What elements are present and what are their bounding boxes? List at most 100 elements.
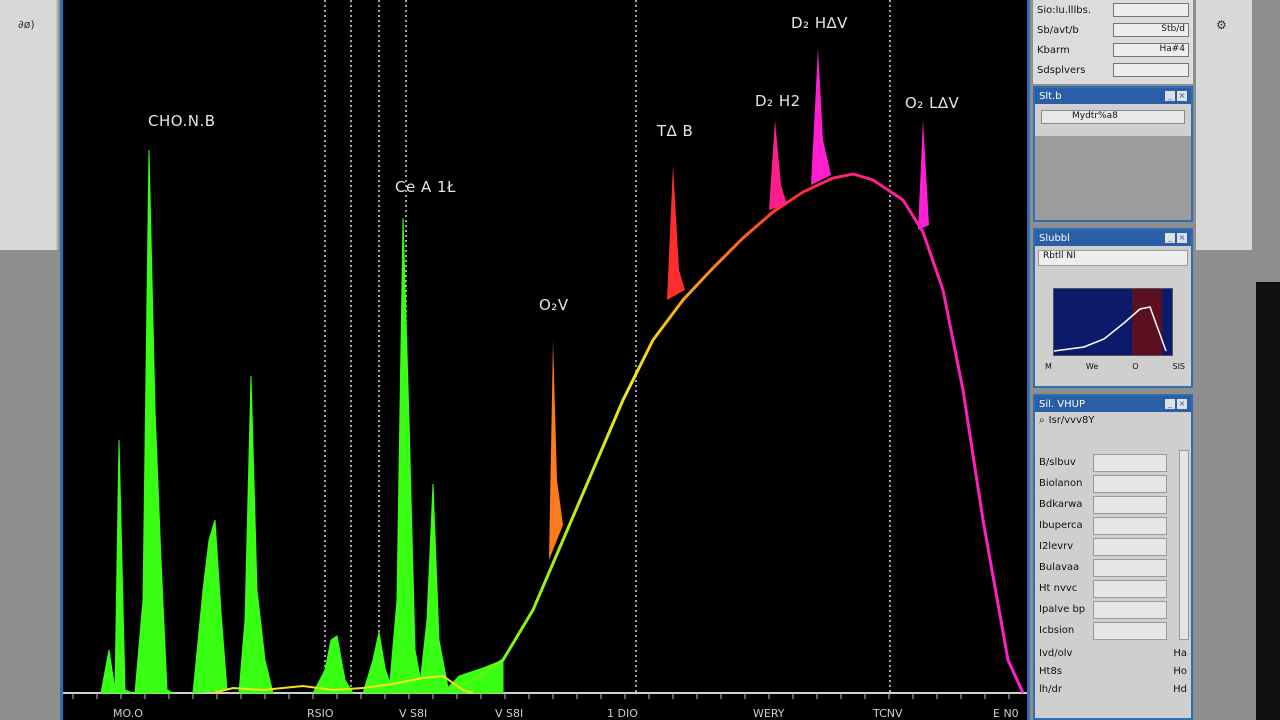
x-tick-label: V S8I <box>495 707 524 720</box>
list-item[interactable]: Icbsion <box>1037 620 1187 641</box>
list-item-value[interactable] <box>1093 558 1167 577</box>
far-right-corner-icon: ⚙ <box>1216 18 1227 32</box>
close-icon[interactable]: × <box>1177 233 1187 243</box>
list-item-label: Bdkarwa <box>1039 499 1083 510</box>
yellow-trace <box>212 674 474 694</box>
minimize-icon[interactable]: _ <box>1165 399 1175 409</box>
close-icon[interactable]: × <box>1177 91 1187 101</box>
search-icon[interactable]: ⌕ <box>1039 415 1045 426</box>
footer-label: lh/dr <box>1039 683 1062 695</box>
list-item-value[interactable] <box>1093 495 1167 514</box>
thumbnail-ticks: M We O SIS <box>1045 362 1185 371</box>
x-tick-label: E N0 <box>993 707 1019 720</box>
baseline-ticks <box>72 693 1010 699</box>
property-field[interactable] <box>1113 3 1189 17</box>
footer-value: Hd <box>1173 683 1187 695</box>
orange-peak <box>549 340 563 560</box>
list-item[interactable]: I2levrv <box>1037 536 1187 557</box>
list-item-label: Biolanon <box>1039 478 1083 489</box>
close-icon[interactable]: × <box>1177 399 1187 409</box>
peak-label-5: D₂ H2 <box>755 92 801 110</box>
property-field[interactable]: Stb/d <box>1113 23 1189 37</box>
property-row: Sdsplvers <box>1033 60 1193 80</box>
footer-value: Ha <box>1173 647 1187 659</box>
list-item[interactable]: Ibuperca <box>1037 515 1187 536</box>
x-tick-label: WERY <box>753 707 785 720</box>
slider-control[interactable]: Mydtr%a8 <box>1041 110 1185 124</box>
properties-panel: Sio:lu.lllbs. Sb/avt/b Stb/d Kbarm Ha#4 … <box>1033 0 1193 84</box>
spectrum-svg <box>63 0 1027 699</box>
list-item[interactable]: Biolanon <box>1037 473 1187 494</box>
element-list-panel: Sil. VHUP _ × ⌕ Isr/vvv8Y B/slbuv Biolano… <box>1033 394 1193 720</box>
x-tick-label: 1 DIO <box>607 707 638 720</box>
peak-label-7: O₂ L∆V <box>905 94 960 112</box>
left-side-pane: ∂ø) <box>0 0 58 250</box>
list-item-value[interactable] <box>1093 600 1167 619</box>
list-item-value[interactable] <box>1093 621 1167 640</box>
spectrum-thumbnail[interactable] <box>1053 288 1173 356</box>
panel-titlebar[interactable]: Slt.b _ × <box>1035 88 1191 104</box>
x-tick-label: MO.O <box>113 707 143 720</box>
panel-titlebar[interactable]: Slubbl _ × <box>1035 230 1191 246</box>
footer-row[interactable]: Ivd/olv Ha <box>1037 644 1189 662</box>
list-item-label: Ht nvvc <box>1039 583 1078 594</box>
search-label[interactable]: Isr/vvv8Y <box>1048 415 1095 426</box>
list-item-value[interactable] <box>1093 579 1167 598</box>
property-field[interactable] <box>1113 63 1189 77</box>
panel-titlebar[interactable]: Sil. VHUP _ × <box>1035 396 1191 412</box>
minimize-icon[interactable]: _ <box>1165 91 1175 101</box>
left-corner-label: ∂ø) <box>18 18 35 31</box>
thumb-tick: SIS <box>1172 362 1185 371</box>
far-right-pane: ⚙ <box>1196 0 1252 250</box>
list-item-label: Icbsion <box>1039 625 1075 636</box>
x-tick-label: RSIO <box>307 707 334 720</box>
edge-scroll-strip <box>1256 282 1280 720</box>
pink-peak <box>769 120 787 210</box>
thumb-tick: M <box>1045 362 1052 371</box>
list-item[interactable]: Ipalve bp <box>1037 599 1187 620</box>
footer-row[interactable]: Ht8s Ho <box>1037 662 1189 680</box>
panel-title: Slubbl <box>1039 232 1070 244</box>
footer-label: Ivd/olv <box>1039 647 1073 659</box>
peak-label-1: CHO.N.B <box>148 112 216 130</box>
list-item[interactable]: Ht nvvc <box>1037 578 1187 599</box>
list-item-label: B/slbuv <box>1039 457 1076 468</box>
property-row: Kbarm Ha#4 <box>1033 40 1193 60</box>
footer-value: Ho <box>1173 665 1187 677</box>
magenta-peak <box>811 48 831 185</box>
property-field[interactable]: Ha#4 <box>1113 43 1189 57</box>
list-item-label: Ibuperca <box>1039 520 1083 531</box>
green-peaks <box>100 149 504 694</box>
list-item-value[interactable] <box>1093 474 1167 493</box>
property-row: Sb/avt/b Stb/d <box>1033 20 1193 40</box>
list-scrollbar[interactable] <box>1179 450 1189 640</box>
peak-label-6: D₂ H∆V <box>791 14 848 32</box>
list-item-label: Bulavaa <box>1039 562 1080 573</box>
spectrum-plot[interactable]: CHO.N.B Ce A 1Ł O₂V T∆ B D₂ H2 D₂ H∆V O₂… <box>60 0 1030 720</box>
list-item-label: I2levrv <box>1039 541 1074 552</box>
list-item[interactable]: Bdkarwa <box>1037 494 1187 515</box>
list-footer: Ivd/olv Ha Ht8s Ho lh/dr Hd <box>1037 644 1189 698</box>
panel-title: Sil. VHUP <box>1039 398 1085 410</box>
list-item-value[interactable] <box>1093 537 1167 556</box>
minimize-icon[interactable]: _ <box>1165 233 1175 243</box>
x-tick-label: V S8I <box>399 707 428 720</box>
red-peak <box>667 165 685 300</box>
panel-title: Slt.b <box>1039 90 1062 102</box>
list-item-value[interactable] <box>1093 516 1167 535</box>
footer-row[interactable]: lh/dr Hd <box>1037 680 1189 698</box>
x-tick-label: TCNV <box>873 707 903 720</box>
property-label: Sio:lu.lllbs. <box>1037 4 1091 16</box>
list-item-label: Ipalve bp <box>1039 604 1086 615</box>
list-item[interactable]: B/slbuv <box>1037 452 1187 473</box>
peak-label-4: T∆ B <box>657 122 694 140</box>
continuum-curve <box>442 172 1025 695</box>
preview-toolbar[interactable]: Rbtll Nl <box>1038 250 1188 266</box>
list-search-row: ⌕ Isr/vvv8Y <box>1035 412 1191 429</box>
list-item[interactable]: Bulavaa <box>1037 557 1187 578</box>
property-label: Sb/avt/b <box>1037 24 1079 36</box>
property-label: Kbarm <box>1037 44 1070 56</box>
list-item-value[interactable] <box>1093 453 1167 472</box>
thumbnail-svg <box>1053 289 1172 355</box>
